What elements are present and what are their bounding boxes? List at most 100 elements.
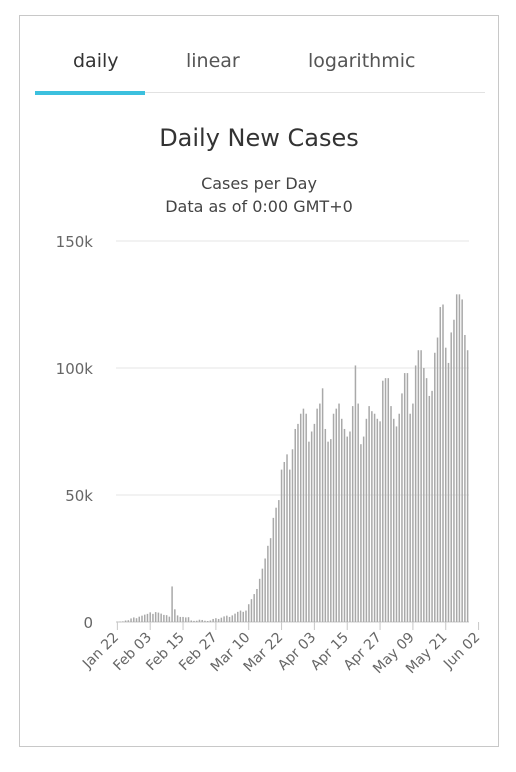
- bar[interactable]: [258, 578, 261, 622]
- bar[interactable]: [154, 612, 157, 622]
- bar[interactable]: [286, 454, 288, 622]
- bar[interactable]: [349, 431, 351, 623]
- bar[interactable]: [228, 616, 231, 622]
- bar[interactable]: [379, 421, 381, 622]
- bar[interactable]: [190, 620, 193, 622]
- bar[interactable]: [442, 304, 444, 623]
- bar[interactable]: [141, 615, 143, 622]
- bar[interactable]: [209, 620, 212, 622]
- bar[interactable]: [291, 449, 294, 622]
- bar[interactable]: [398, 413, 400, 622]
- bar[interactable]: [455, 294, 458, 622]
- bar[interactable]: [264, 558, 266, 623]
- bar[interactable]: [434, 352, 436, 622]
- bar[interactable]: [403, 373, 406, 622]
- bar[interactable]: [414, 365, 417, 622]
- bar[interactable]: [321, 388, 324, 622]
- bar[interactable]: [275, 507, 277, 622]
- bar[interactable]: [324, 428, 327, 622]
- bar[interactable]: [212, 618, 214, 622]
- bar[interactable]: [308, 441, 310, 622]
- bar[interactable]: [368, 406, 370, 622]
- bar[interactable]: [392, 418, 395, 622]
- bar[interactable]: [272, 517, 275, 622]
- bar[interactable]: [360, 444, 362, 622]
- bar[interactable]: [237, 611, 239, 622]
- bar[interactable]: [313, 423, 316, 622]
- bar[interactable]: [280, 469, 283, 622]
- bar[interactable]: [362, 436, 365, 622]
- bar[interactable]: [171, 586, 173, 622]
- bar[interactable]: [146, 613, 149, 622]
- tab-logarithmic[interactable]: logarithmic: [308, 50, 416, 72]
- bar[interactable]: [247, 604, 250, 622]
- bar[interactable]: [346, 436, 348, 622]
- bar[interactable]: [354, 365, 357, 622]
- bar[interactable]: [343, 428, 346, 622]
- bar[interactable]: [373, 413, 376, 622]
- bar[interactable]: [316, 408, 318, 622]
- bar[interactable]: [176, 615, 179, 622]
- bar[interactable]: [387, 378, 390, 622]
- bar[interactable]: [417, 350, 420, 622]
- bar[interactable]: [124, 620, 127, 622]
- bar[interactable]: [439, 307, 442, 622]
- bar[interactable]: [450, 332, 452, 622]
- bar[interactable]: [431, 390, 433, 622]
- bar[interactable]: [127, 620, 130, 622]
- bar[interactable]: [261, 568, 264, 622]
- bar[interactable]: [226, 615, 228, 622]
- bar[interactable]: [187, 617, 190, 622]
- bar[interactable]: [332, 413, 335, 622]
- bar[interactable]: [234, 613, 236, 622]
- bar[interactable]: [401, 393, 403, 622]
- bar[interactable]: [119, 621, 121, 623]
- bar[interactable]: [122, 621, 124, 622]
- bar[interactable]: [283, 461, 286, 622]
- bar[interactable]: [382, 380, 384, 622]
- bar[interactable]: [299, 413, 302, 622]
- bar[interactable]: [201, 619, 203, 622]
- bar[interactable]: [428, 395, 431, 622]
- bar[interactable]: [371, 411, 373, 622]
- bar[interactable]: [395, 426, 398, 622]
- bar[interactable]: [174, 609, 176, 622]
- bar[interactable]: [365, 418, 368, 622]
- bar[interactable]: [436, 337, 439, 622]
- bar[interactable]: [453, 319, 455, 622]
- bar[interactable]: [245, 610, 247, 622]
- bar[interactable]: [204, 620, 206, 622]
- bar[interactable]: [179, 616, 182, 622]
- tab-linear[interactable]: linear: [186, 50, 240, 72]
- bar[interactable]: [250, 599, 253, 622]
- bar[interactable]: [130, 618, 132, 622]
- bar[interactable]: [444, 347, 447, 622]
- bar[interactable]: [376, 418, 379, 622]
- bar[interactable]: [390, 406, 392, 622]
- bar[interactable]: [302, 408, 305, 622]
- bar[interactable]: [185, 617, 187, 622]
- bar[interactable]: [135, 618, 138, 622]
- bar[interactable]: [423, 368, 425, 622]
- bar[interactable]: [116, 621, 119, 623]
- bar[interactable]: [341, 418, 343, 622]
- bar[interactable]: [242, 611, 244, 622]
- bar[interactable]: [168, 616, 171, 622]
- bar[interactable]: [152, 613, 154, 622]
- bar[interactable]: [198, 619, 201, 622]
- bar[interactable]: [239, 610, 242, 622]
- bar[interactable]: [461, 299, 463, 622]
- bar[interactable]: [157, 612, 160, 622]
- bar[interactable]: [464, 334, 466, 622]
- bar[interactable]: [182, 616, 184, 622]
- bar[interactable]: [338, 403, 340, 622]
- bar[interactable]: [220, 617, 223, 622]
- bar[interactable]: [384, 378, 387, 622]
- bar[interactable]: [138, 616, 141, 622]
- bar[interactable]: [305, 413, 307, 622]
- bar[interactable]: [195, 620, 198, 622]
- bar[interactable]: [217, 618, 220, 622]
- bar[interactable]: [269, 538, 272, 622]
- bar[interactable]: [357, 403, 359, 622]
- bar[interactable]: [310, 431, 313, 623]
